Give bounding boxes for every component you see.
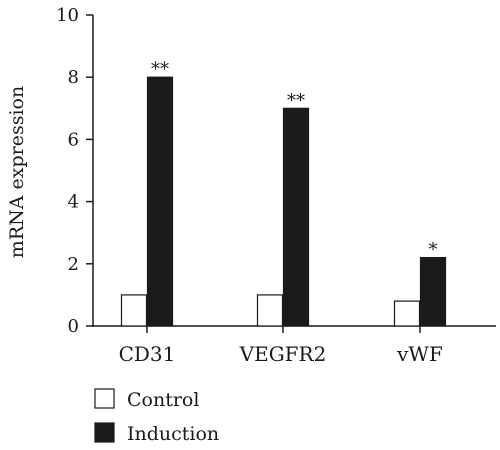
legend-swatch-control (94, 388, 115, 409)
significance-annotations: ***** (151, 59, 438, 260)
bars (120, 76, 447, 327)
y-tick-label: 0 (68, 316, 79, 337)
legend-label-induction: Induction (127, 423, 219, 445)
legend-swatch-induction (94, 422, 115, 443)
bar-control-vwf (393, 300, 421, 327)
significance-marker: * (429, 240, 438, 261)
y-tick-label: 10 (56, 5, 79, 26)
significance-marker: ** (287, 90, 305, 111)
x-tick-label: CD31 (119, 342, 176, 366)
legend: Control Induction (94, 388, 219, 445)
y-tick-label: 6 (68, 129, 79, 150)
x-tick-label: vWF (396, 342, 443, 366)
bar-control-cd31 (120, 294, 148, 327)
y-tick-label: 2 (68, 254, 79, 275)
x-ticks: CD31 VEGFR2 vWF (119, 326, 443, 366)
bar-induction-vwf (419, 256, 447, 327)
legend-label-control: Control (127, 389, 199, 411)
bar-induction-cd31 (146, 76, 174, 327)
y-axis-title: mRNA expression (6, 86, 28, 258)
y-ticks: 0 2 4 6 8 10 (56, 5, 93, 337)
bar-induction-vegfr2 (282, 107, 310, 327)
y-tick-label: 4 (68, 192, 79, 213)
bar-control-vegfr2 (256, 294, 284, 327)
y-tick-label: 8 (68, 67, 79, 88)
significance-marker: ** (151, 59, 169, 80)
x-tick-label: VEGFR2 (239, 342, 327, 366)
